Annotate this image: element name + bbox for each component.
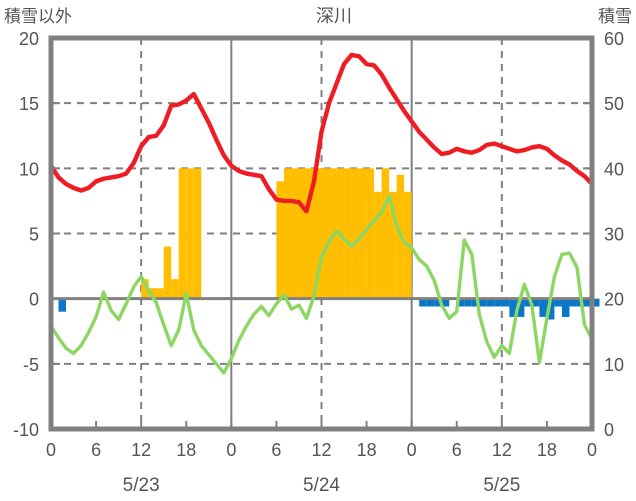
date-label: 5/25	[483, 475, 520, 496]
x-tick-labels: 0 6 12 18 0 6 12 18 0 6 12 18 0	[46, 440, 597, 460]
date-label: 5/23	[123, 475, 160, 496]
y-tick-label-left: 15	[19, 94, 39, 114]
y-tick-label-right: 40	[604, 159, 624, 179]
x-tick-label: 18	[357, 440, 377, 460]
x-tick-label: 6	[271, 440, 281, 460]
right-axis-title: 積雪	[598, 7, 632, 26]
y-tick-label-right: 0	[604, 420, 614, 440]
x-tick-label: 0	[587, 440, 597, 460]
x-tick-label: 12	[131, 440, 151, 460]
snow-depth-bars	[58, 298, 600, 320]
axis-ticks	[51, 102, 592, 429]
x-tick-label: 0	[226, 440, 236, 460]
y-tick-label-right: 10	[604, 355, 624, 375]
y-tick-label-right: 30	[604, 225, 624, 245]
y-tick-label-right: 20	[604, 290, 624, 310]
right-tick-labels: 0 10 20 30 40 50 60	[604, 29, 624, 440]
x-tick-label: 0	[46, 440, 56, 460]
y-tick-label-left: 20	[19, 29, 39, 49]
left-axis-title: 積雪以外	[4, 7, 72, 26]
y-tick-label-left: -5	[23, 355, 39, 375]
y-tick-label-left: 0	[29, 290, 39, 310]
y-tick-label-left: 10	[19, 159, 39, 179]
x-tick-label: 12	[311, 440, 331, 460]
temperature-line	[48, 52, 595, 214]
x-tick-label: 6	[452, 440, 462, 460]
y-tick-label-right: 60	[604, 29, 624, 49]
x-tick-label: 18	[176, 440, 196, 460]
left-tick-labels: -10 -5 0 5 10 15 20	[13, 29, 39, 440]
chart-title: 深川	[316, 6, 352, 26]
y-tick-label-left: 5	[29, 225, 39, 245]
y-tick-label-left: -10	[13, 420, 39, 440]
x-tick-label: 12	[492, 440, 512, 460]
date-label: 5/24	[303, 475, 340, 496]
precipitation-bars	[141, 168, 412, 299]
wind-line	[49, 194, 594, 375]
x-tick-label: 0	[407, 440, 417, 460]
date-labels: 5/23 5/24 5/25	[123, 475, 521, 496]
x-tick-label: 18	[537, 440, 557, 460]
y-tick-label-right: 50	[604, 94, 624, 114]
x-tick-label: 6	[91, 440, 101, 460]
